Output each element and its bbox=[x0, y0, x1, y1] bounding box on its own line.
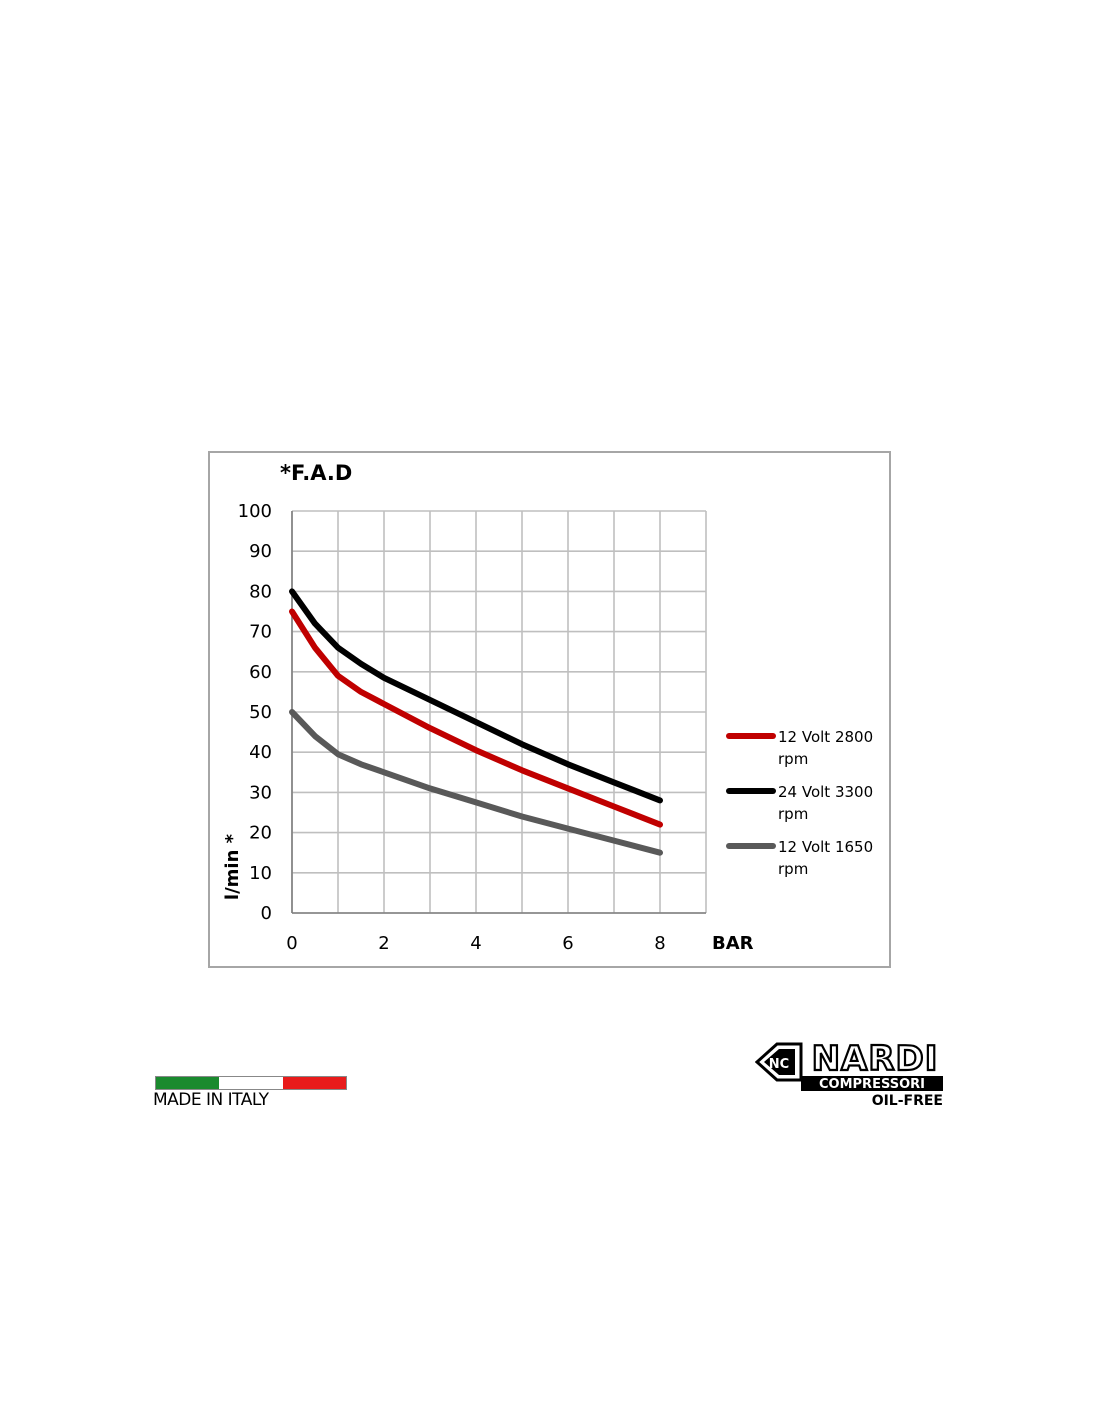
nardi-logo: NC NARDI COMPRESSORI OIL-FREE bbox=[755, 1040, 943, 1109]
italian-flag-icon bbox=[155, 1076, 347, 1090]
brand-sub: COMPRESSORI bbox=[819, 1077, 925, 1092]
legend-swatch-24v-3300 bbox=[726, 788, 776, 794]
x-tick-label: 8 bbox=[654, 933, 665, 954]
legend-label-12v-1650: 12 Volt 1650 rpm bbox=[778, 838, 874, 878]
legend-swatch-12v-2800 bbox=[726, 733, 776, 739]
y-tick-label: 50 bbox=[249, 702, 272, 723]
made-in-italy-text: MADE IN ITALY bbox=[153, 1090, 269, 1110]
x-tick-label: 6 bbox=[562, 933, 573, 954]
svg-text:NC: NC bbox=[769, 1057, 789, 1072]
x-tick-label: 4 bbox=[470, 933, 481, 954]
y-tick-label: 70 bbox=[249, 622, 272, 643]
y-tick-label: 10 bbox=[249, 863, 272, 884]
y-tick-label: 30 bbox=[249, 782, 272, 803]
flag-green-band bbox=[156, 1077, 220, 1089]
y-tick-label: 40 bbox=[249, 742, 272, 763]
y-tick-label: 100 bbox=[238, 501, 272, 522]
y-tick-label: 20 bbox=[249, 823, 272, 844]
legend-label-12v-2800: 12 Volt 2800 rpm bbox=[778, 728, 874, 768]
series-line-3 bbox=[289, 709, 663, 856]
legend-label-24v-3300: 24 Volt 3300 rpm bbox=[778, 783, 874, 823]
series-line-1 bbox=[289, 608, 663, 828]
legend-swatch-12v-1650 bbox=[726, 843, 776, 849]
y-tick-label: 60 bbox=[249, 662, 272, 683]
x-tick-label: 2 bbox=[378, 933, 389, 954]
brand-name: NARDI bbox=[812, 1040, 939, 1079]
y-tick-label: 90 bbox=[249, 541, 272, 562]
y-tick-label: 0 bbox=[261, 903, 272, 924]
chart-title: *F.A.D bbox=[280, 461, 353, 485]
x-axis-label: BAR bbox=[712, 933, 754, 954]
made-in-italy-badge: MADE IN ITALY bbox=[153, 1076, 348, 1110]
nc-emblem-icon: NC bbox=[755, 1042, 803, 1082]
chart-frame: 0 10 20 30 40 50 60 70 80 90 100 0 2 4 6 8 BAR l/min * *F… bbox=[208, 451, 891, 968]
fad-chart: 0 10 20 30 40 50 60 70 80 90 100 0 2 4 6 8 BAR l/min * bbox=[222, 501, 754, 954]
brand-tag: OIL-FREE bbox=[872, 1093, 943, 1109]
y-axis-label: l/min * bbox=[222, 833, 243, 900]
flag-red-band bbox=[282, 1077, 346, 1089]
series-line-2 bbox=[289, 588, 663, 804]
y-tick-label: 80 bbox=[249, 581, 272, 602]
x-tick-label: 0 bbox=[286, 933, 297, 954]
flag-white-band bbox=[219, 1077, 283, 1089]
